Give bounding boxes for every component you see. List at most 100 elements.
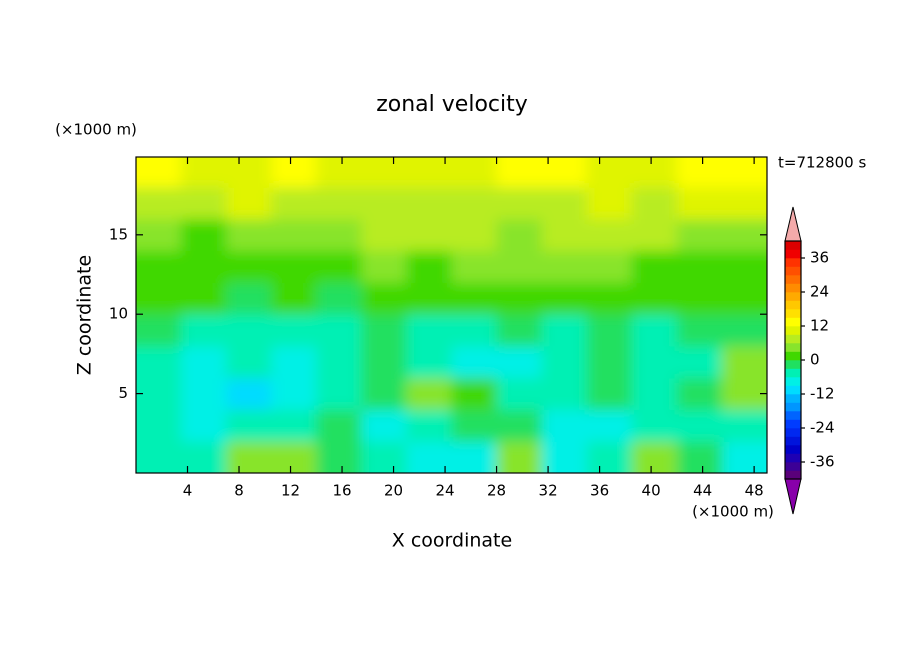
x-tick-label: 16: [332, 482, 351, 500]
field-cell: [406, 345, 452, 379]
field-cell: [541, 250, 588, 283]
field-cell: [676, 187, 723, 220]
field-cell: [361, 441, 407, 473]
colorbar-under: [784, 478, 802, 515]
field-cell: [226, 218, 272, 252]
y-tick-label: 10: [109, 305, 128, 323]
field-cell: [631, 250, 678, 283]
field-cell: [496, 377, 543, 410]
field-cell: [676, 314, 723, 347]
x-tick-label: 44: [693, 482, 712, 500]
field-cell: [676, 377, 723, 410]
field-cell: [451, 187, 498, 220]
field-cell: [226, 345, 272, 379]
field-cell: [226, 377, 272, 410]
x-tick-label: 28: [487, 482, 506, 500]
colorbar-tick-label: 12: [810, 317, 829, 335]
field-cell: [586, 377, 633, 410]
colorbar-band: [785, 402, 801, 412]
x-tick-label: 24: [436, 482, 455, 500]
y-unit: (×1000 m): [55, 121, 137, 139]
field: [136, 157, 767, 473]
field-cell: [721, 345, 767, 379]
field-cell: [226, 409, 272, 442]
field-cell: [406, 377, 452, 410]
field-cell: [586, 314, 633, 347]
field-cell: [181, 441, 227, 473]
field-cell: [271, 187, 317, 220]
colorbar-band: [785, 445, 801, 454]
field-cell: [271, 409, 317, 442]
field-cell: [451, 157, 498, 188]
colorbar-band: [785, 309, 801, 318]
field-cell: [181, 282, 227, 315]
field-cell: [676, 157, 723, 188]
field-cell: [226, 441, 272, 473]
field-cell: [271, 377, 317, 410]
cells: [136, 157, 767, 473]
x-tick-label: 4: [183, 482, 193, 500]
colorbar-band: [785, 462, 801, 471]
field-cell: [631, 409, 678, 442]
field-cell: [406, 441, 452, 473]
field-cell: [361, 250, 407, 283]
colorbar-tick-label: -12: [810, 385, 835, 403]
field-cell: [271, 250, 317, 283]
field-cell: [361, 187, 407, 220]
y-tick-label: 15: [109, 225, 128, 243]
field-cell: [271, 282, 317, 315]
field-cell: [271, 314, 317, 347]
field-cell: [181, 377, 227, 410]
x-tick-label: 48: [745, 482, 764, 500]
field-cell: [406, 218, 452, 252]
field-cell: [496, 345, 543, 379]
field-cell: [451, 250, 498, 283]
x-tick-label: 40: [642, 482, 661, 500]
field-cell: [136, 377, 182, 410]
field-cell: [316, 377, 362, 410]
field-cell: [631, 218, 678, 252]
field-cell: [181, 250, 227, 283]
field-cell: [541, 218, 588, 252]
colorbar-tick-label: 36: [810, 249, 829, 267]
time-label: t=712800 s: [778, 154, 866, 172]
colorbar-band: [785, 258, 801, 267]
field-cell: [406, 157, 452, 188]
field-cell: [316, 282, 362, 315]
colorbar-band: [785, 351, 801, 361]
field-cell: [406, 250, 452, 283]
field-cell: [631, 282, 678, 315]
field-cell: [721, 314, 767, 347]
field-cell: [316, 345, 362, 379]
field-cell: [271, 157, 317, 188]
field-cell: [631, 187, 678, 220]
field-cell: [586, 157, 633, 188]
field-cell: [496, 409, 543, 442]
colorbar-band: [785, 317, 801, 327]
field-cell: [136, 218, 182, 252]
field-cell: [136, 314, 182, 347]
colorbar-band: [785, 377, 801, 386]
field-cell: [226, 187, 272, 220]
plot-frame: [135, 156, 768, 474]
field-cell: [451, 409, 498, 442]
field-cell: [451, 345, 498, 379]
field-cell: [226, 157, 272, 188]
field-cell: [226, 282, 272, 315]
colorbar-band: [785, 249, 801, 259]
field-cell: [181, 314, 227, 347]
field-cell: [496, 441, 543, 473]
field-cell: [316, 157, 362, 188]
field-cell: [271, 218, 317, 252]
colorbar-band: [785, 283, 801, 293]
field-cell: [586, 250, 633, 283]
field-cell: [676, 218, 723, 252]
field-cell: [361, 409, 407, 442]
colorbar-tick-label: 0: [810, 351, 820, 369]
field-cell: [136, 250, 182, 283]
colorbar-band: [785, 334, 801, 344]
field-cell: [136, 409, 182, 442]
field-cell: [361, 157, 407, 188]
field-cell: [541, 187, 588, 220]
